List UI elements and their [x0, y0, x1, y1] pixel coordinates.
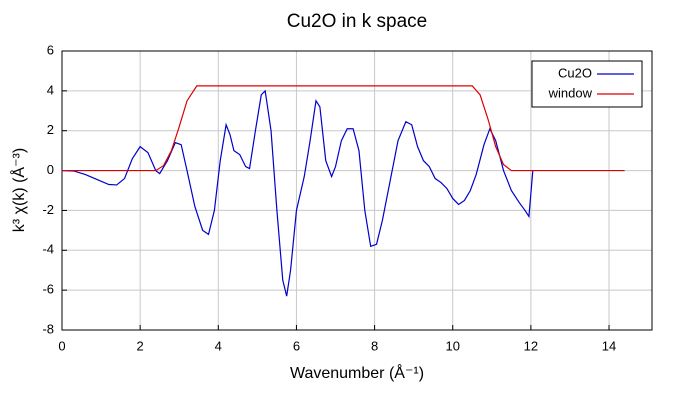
legend-label: Cu2O	[558, 65, 592, 80]
data-line	[61, 89, 534, 297]
y-tick-label: -2	[42, 202, 54, 217]
y-tick-label: -8	[42, 321, 54, 336]
y-tick-label: 2	[47, 122, 54, 137]
x-tick-label: 12	[524, 338, 538, 353]
x-tick-label: 6	[293, 338, 300, 353]
x-tick-label: 4	[215, 338, 222, 353]
x-tick-label: 0	[58, 338, 65, 353]
chart-title: Cu2O in k space	[287, 11, 427, 32]
y-tick-label: 4	[47, 82, 54, 97]
y-tick-label: 6	[47, 42, 54, 57]
x-axis-label: Wavenumber (Å⁻¹)	[290, 363, 424, 382]
y-tick-label: -6	[42, 282, 54, 297]
y-tick-label: 0	[47, 162, 54, 177]
legend-box	[531, 60, 643, 108]
y-axis-label: k³ χ(k) (Å⁻³)	[9, 148, 28, 232]
x-tick-label: 14	[602, 338, 616, 353]
y-tick-label: -4	[42, 242, 54, 257]
data-line	[62, 85, 625, 172]
legend-label: window	[548, 85, 593, 100]
x-tick-label: 2	[137, 338, 144, 353]
x-tick-label: 8	[371, 338, 378, 353]
x-tick-label: 10	[445, 338, 459, 353]
plot-frame	[61, 50, 653, 331]
